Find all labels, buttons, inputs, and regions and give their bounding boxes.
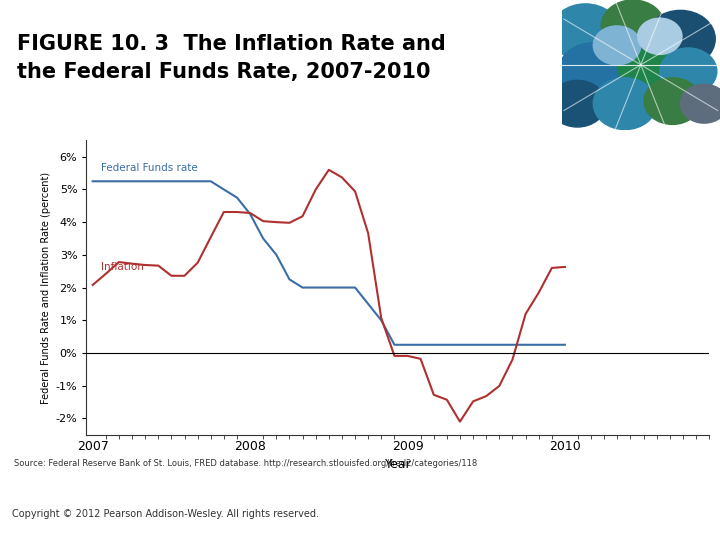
Y-axis label: Federal Funds Rate and Inflation Rate (percent): Federal Funds Rate and Inflation Rate (p… <box>42 172 51 403</box>
Circle shape <box>660 48 717 94</box>
Circle shape <box>593 78 657 130</box>
Text: 10-
10: 10- 10 <box>647 493 678 530</box>
X-axis label: Year: Year <box>384 458 411 471</box>
Circle shape <box>551 4 620 61</box>
Text: FIGURE 10. 3  The Inflation Rate and
the Federal Funds Rate, 2007-2010: FIGURE 10. 3 The Inflation Rate and the … <box>17 35 446 82</box>
Circle shape <box>644 78 701 124</box>
Circle shape <box>593 26 641 65</box>
Text: Copyright © 2012 Pearson Addison-Wesley. All rights reserved.: Copyright © 2012 Pearson Addison-Wesley.… <box>12 509 319 519</box>
Circle shape <box>559 43 628 100</box>
Text: Federal Funds rate: Federal Funds rate <box>101 164 197 173</box>
Circle shape <box>601 0 665 52</box>
Circle shape <box>549 80 606 127</box>
Circle shape <box>680 84 720 123</box>
Text: Source: Federal Reserve Bank of St. Louis, FRED database. http://research.stloui: Source: Federal Reserve Bank of St. Loui… <box>14 458 477 468</box>
Text: Inflation: Inflation <box>101 261 143 272</box>
Circle shape <box>646 10 715 68</box>
Circle shape <box>617 39 680 91</box>
Circle shape <box>638 18 682 55</box>
